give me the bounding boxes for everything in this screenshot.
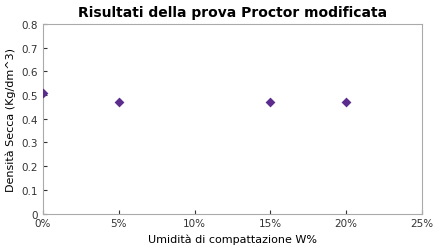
Point <box>39 91 46 95</box>
Point <box>115 101 122 105</box>
X-axis label: Umidità di compattazione W%: Umidità di compattazione W% <box>148 234 316 244</box>
Y-axis label: Densità Secca (Kg/dm^3): Densità Secca (Kg/dm^3) <box>6 48 16 191</box>
Title: Risultati della prova Proctor modificata: Risultati della prova Proctor modificata <box>78 6 386 20</box>
Point <box>342 101 349 105</box>
Point <box>266 101 273 105</box>
